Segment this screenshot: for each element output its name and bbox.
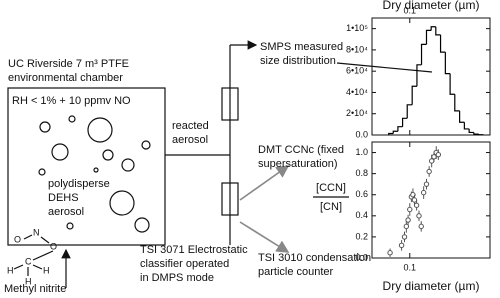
chamber-title: environmental chamber [8, 72, 123, 84]
data-point [413, 202, 420, 208]
x-axis-label: Dry diameter (µm) [383, 279, 480, 293]
cpc-label: TSI 3010 condensation [258, 252, 371, 264]
data-point [431, 154, 437, 160]
data-point [411, 197, 418, 203]
classifier-label: TSI 3071 Electrostatic [140, 244, 248, 256]
reacted-label: aerosol [172, 134, 208, 146]
data-point [426, 168, 432, 175]
plot-frame [371, 141, 491, 259]
atom: H [43, 265, 50, 275]
data-point [423, 181, 430, 187]
histogram-bin [468, 128, 474, 134]
y-tick-label: 0.8 [355, 168, 368, 178]
x-axis-label: Dry diameter (µm) [383, 0, 480, 12]
chamber-conditions: RH < 1% + 10 ppmv NO [12, 95, 131, 107]
histogram-bin [411, 85, 417, 105]
chamber-box [7, 87, 166, 246]
data-point [405, 217, 411, 223]
x-tick-label: 0.1 [404, 262, 417, 272]
ccnc-label: supersaturation) [258, 158, 338, 170]
data-point [401, 234, 408, 240]
y-tick-label: 0.2 [355, 231, 368, 241]
x-tick-label: 0.1 [404, 5, 417, 15]
data-point [387, 250, 393, 256]
data-point [407, 206, 413, 213]
y-tick-label: 2•10⁴ [346, 108, 368, 118]
data-point [428, 158, 435, 164]
histogram-bin [454, 94, 460, 112]
histogram-bin [449, 73, 455, 95]
y-tick-label: 0.0 [355, 252, 368, 262]
data-point [420, 189, 427, 196]
histogram-bin [406, 104, 413, 119]
data-point [403, 223, 410, 230]
chamber-title: UC Riverside 7 m³ PTFE [8, 58, 129, 70]
histogram-bin [478, 134, 484, 136]
histogram-bin [459, 110, 465, 123]
histogram-bin [444, 52, 451, 75]
aerosol-label: DEHS [48, 192, 79, 204]
dma [221, 87, 239, 121]
histogram-bin [397, 126, 403, 132]
histogram-bin [463, 122, 470, 130]
y-tick-label: 4•10⁴ [346, 87, 368, 97]
smps-label: SMPS measured [260, 41, 343, 53]
aerosol-label: aerosol [48, 206, 84, 218]
aerosol-label: polydisperse [48, 178, 110, 190]
precursor-label: Methyl nitrite [4, 283, 66, 295]
ratio-numerator: [CCN] [316, 182, 346, 194]
histogram-bin [420, 43, 427, 65]
histogram-bin [401, 117, 408, 127]
histogram-bin [473, 132, 479, 135]
data-point [435, 151, 442, 158]
data-point [398, 242, 405, 249]
histogram-bin [416, 64, 422, 87]
y-tick-label: 0.6 [355, 189, 368, 199]
smps-label: size distribution [260, 55, 336, 67]
atom: N [33, 227, 40, 237]
classifier-label: classifier operated [140, 258, 229, 270]
y-tick-label: 0.4 [355, 210, 368, 220]
y-tick-label: 0.0 [355, 129, 368, 139]
y-tick-label: 1•10⁵ [346, 23, 368, 33]
dma [221, 182, 239, 216]
histogram-bin [425, 29, 432, 45]
ratio-denominator: [CN] [320, 201, 342, 213]
histogram-bin [439, 34, 446, 53]
cpc-arrow [239, 221, 290, 253]
data-point [416, 213, 422, 219]
cpc-label: particle counter [258, 266, 334, 278]
molecule-bonds [13, 234, 54, 276]
data-point [418, 223, 424, 230]
ccnc-arrow [239, 165, 290, 201]
atom: O [50, 241, 57, 251]
ccnc-label: DMT CCNc (fixed [258, 144, 344, 156]
atom: H [7, 265, 14, 275]
plot-frame [371, 17, 491, 136]
particles [38, 115, 151, 233]
reacted-label: reacted [172, 120, 209, 132]
atom: O [14, 234, 21, 244]
y-tick-label: 8•10⁴ [346, 44, 368, 54]
atom: H [25, 276, 32, 286]
histogram-bin [430, 26, 436, 31]
atom: C [25, 256, 32, 266]
pointer-line [336, 62, 433, 73]
y-tick-label: 6•10⁴ [346, 66, 368, 76]
histogram-bin [435, 26, 441, 36]
classifier-label: in DMPS mode [140, 272, 214, 284]
y-tick-label: 1.0 [355, 147, 368, 157]
histogram-bin [392, 130, 398, 134]
histogram-bin [388, 132, 394, 135]
